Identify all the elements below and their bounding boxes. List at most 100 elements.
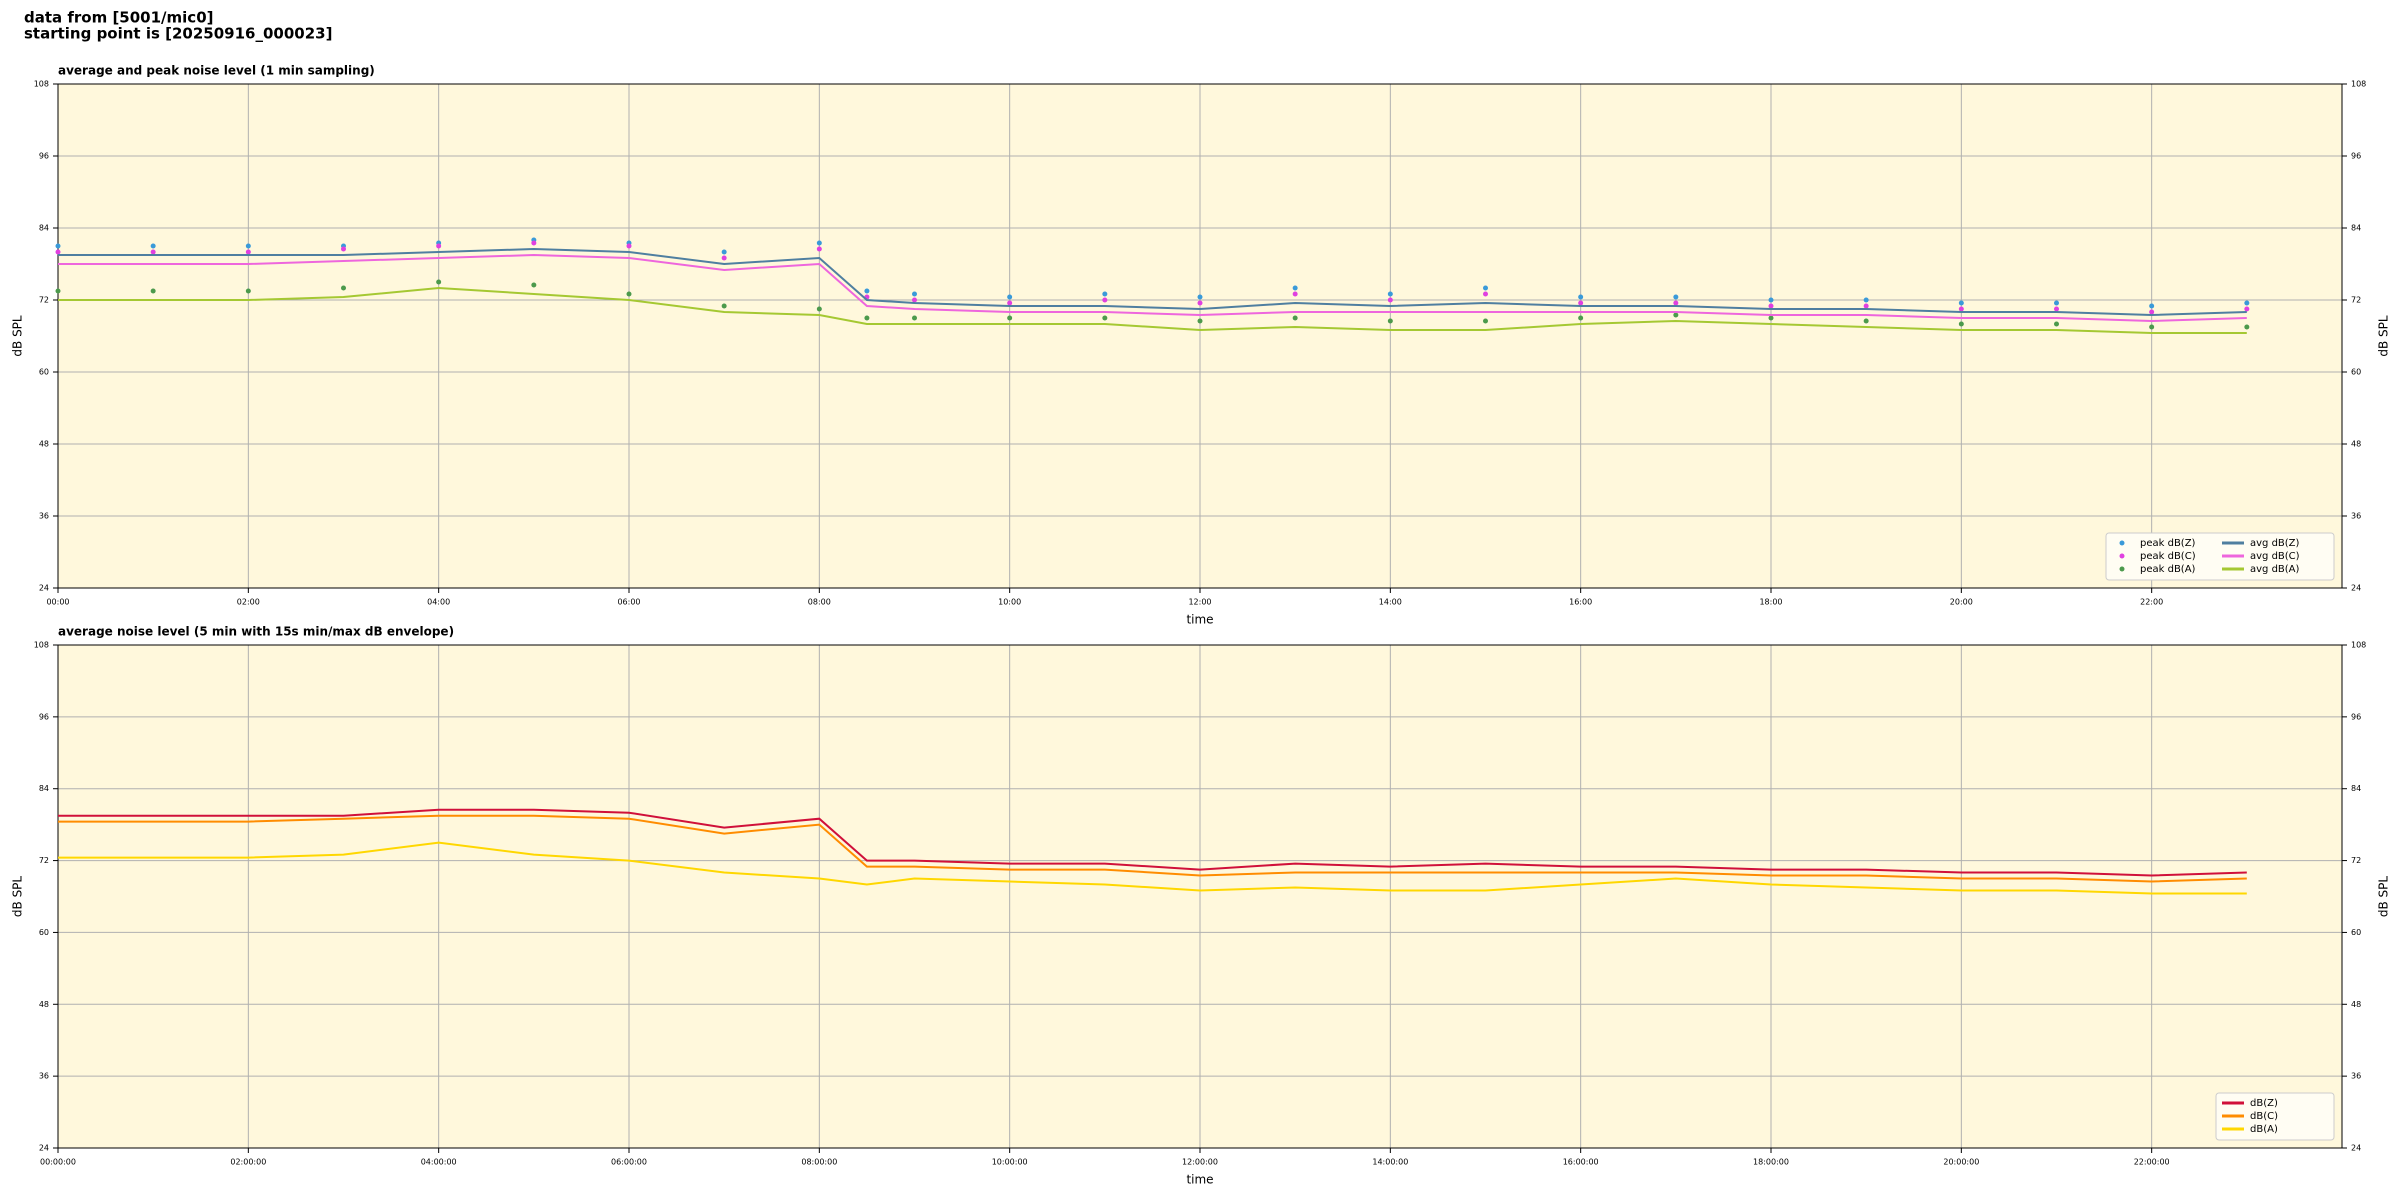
plot-frame [57, 644, 2343, 1149]
header-line: starting point is [20250916_000023] [24, 25, 332, 43]
data-point [2054, 306, 2059, 312]
data-point [245, 249, 251, 255]
data-point [1768, 315, 1774, 321]
data-point [1387, 318, 1393, 324]
y-tick-label: 72 [2351, 296, 2361, 305]
legend-marker [2119, 566, 2125, 572]
data-point [1483, 285, 1488, 291]
data-point [912, 291, 917, 297]
y-tick-label: 108 [2351, 80, 2366, 89]
data-point [245, 288, 251, 294]
legend-label: peak dB(Z) [2140, 538, 2196, 549]
y-tick-label: 108 [34, 641, 49, 650]
legend-box [2105, 532, 2335, 581]
data-point [2054, 300, 2059, 306]
y-tick-label: 60 [39, 928, 49, 937]
data-point [2149, 303, 2155, 309]
x-tick-label: 16:00 [1569, 598, 1592, 607]
y-axis-label: dB SPL [11, 876, 25, 918]
data-point [1673, 294, 1679, 300]
x-tick-label: 18:00:00 [1753, 1158, 1789, 1167]
data-point [1102, 297, 1108, 303]
data-point [912, 315, 917, 321]
data-point [626, 243, 632, 249]
x-tick-label: 00:00:00 [40, 1158, 76, 1167]
y-tick-label: 24 [39, 584, 49, 593]
data-point [1578, 315, 1584, 321]
x-tick-label: 18:00 [1759, 598, 1782, 607]
x-tick-label: 20:00 [1950, 598, 1973, 607]
x-tick-label: 10:00:00 [992, 1158, 1028, 1167]
y-tick-label: 84 [39, 224, 49, 233]
y-tick-label: 60 [2351, 368, 2361, 377]
legend-box [2215, 1092, 2335, 1141]
data-point [150, 243, 156, 249]
x-tick-label: 20:00:00 [1943, 1158, 1979, 1167]
data-point [1483, 318, 1488, 324]
y-tick-label: 36 [2351, 1072, 2361, 1081]
data-point [1958, 306, 1964, 312]
data-point [1197, 300, 1203, 306]
legend-label: peak dB(C) [2140, 551, 2196, 562]
data-point [1863, 318, 1869, 324]
legend-label: avg dB(Z) [2250, 538, 2300, 549]
data-point [1292, 285, 1298, 291]
data-line [58, 841, 2247, 895]
x-tick-label: 02:00 [237, 598, 260, 607]
data-point [1958, 321, 1964, 327]
x-axis-label: time [1186, 1173, 1213, 1187]
x-axis-label: time [1186, 613, 1213, 627]
data-point [1292, 315, 1298, 321]
header-line: data from [5001/mic0] [24, 9, 214, 27]
data-point [1102, 315, 1108, 321]
y-tick-label: 108 [2351, 641, 2366, 650]
data-line [58, 808, 2247, 877]
data-point [1483, 291, 1488, 297]
data-point [1958, 300, 1964, 306]
data-point [531, 282, 537, 288]
x-tick-label: 12:00:00 [1182, 1158, 1218, 1167]
legend-label: peak dB(A) [2140, 564, 2196, 575]
x-tick-label: 22:00:00 [2134, 1158, 2170, 1167]
data-point [2244, 300, 2250, 306]
x-tick-label: 04:00 [427, 598, 450, 607]
legend-label: avg dB(A) [2250, 564, 2300, 575]
y-tick-label: 48 [2351, 440, 2361, 449]
data-line [58, 286, 2247, 334]
data-line [58, 253, 2247, 323]
x-tick-label: 14:00 [1379, 598, 1402, 607]
y-axis-label: dB SPL [2377, 315, 2391, 357]
data-point [341, 285, 346, 291]
data-point [55, 249, 61, 255]
data-point [626, 291, 632, 297]
x-tick-label: 08:00:00 [801, 1158, 837, 1167]
legend-label: dB(A) [2250, 1124, 2278, 1135]
data-point [721, 303, 727, 309]
x-tick-label: 22:00 [2140, 598, 2163, 607]
x-tick-label: 02:00:00 [230, 1158, 266, 1167]
x-tick-label: 12:00 [1188, 598, 1211, 607]
data-point [1387, 291, 1393, 297]
y-tick-label: 84 [2351, 224, 2361, 233]
y-tick-label: 96 [39, 152, 49, 161]
chart-title: average noise level (5 min with 15s min/… [58, 625, 454, 639]
data-point [721, 249, 727, 255]
legend-label: dB(C) [2250, 1111, 2278, 1122]
data-point [1007, 315, 1013, 321]
y-tick-label: 24 [39, 1144, 49, 1153]
data-point [816, 306, 822, 312]
data-point [1197, 318, 1203, 324]
data-point [531, 240, 537, 246]
data-point [341, 246, 346, 252]
data-point [864, 315, 870, 321]
data-point [721, 255, 727, 261]
data-point [150, 288, 156, 294]
legend-marker [2119, 540, 2125, 546]
data-point [1007, 300, 1013, 306]
x-tick-label: 00:00 [46, 598, 69, 607]
y-tick-label: 96 [2351, 152, 2361, 161]
data-point [55, 243, 61, 249]
x-tick-label: 14:00:00 [1372, 1158, 1408, 1167]
legend-marker [2119, 553, 2125, 559]
